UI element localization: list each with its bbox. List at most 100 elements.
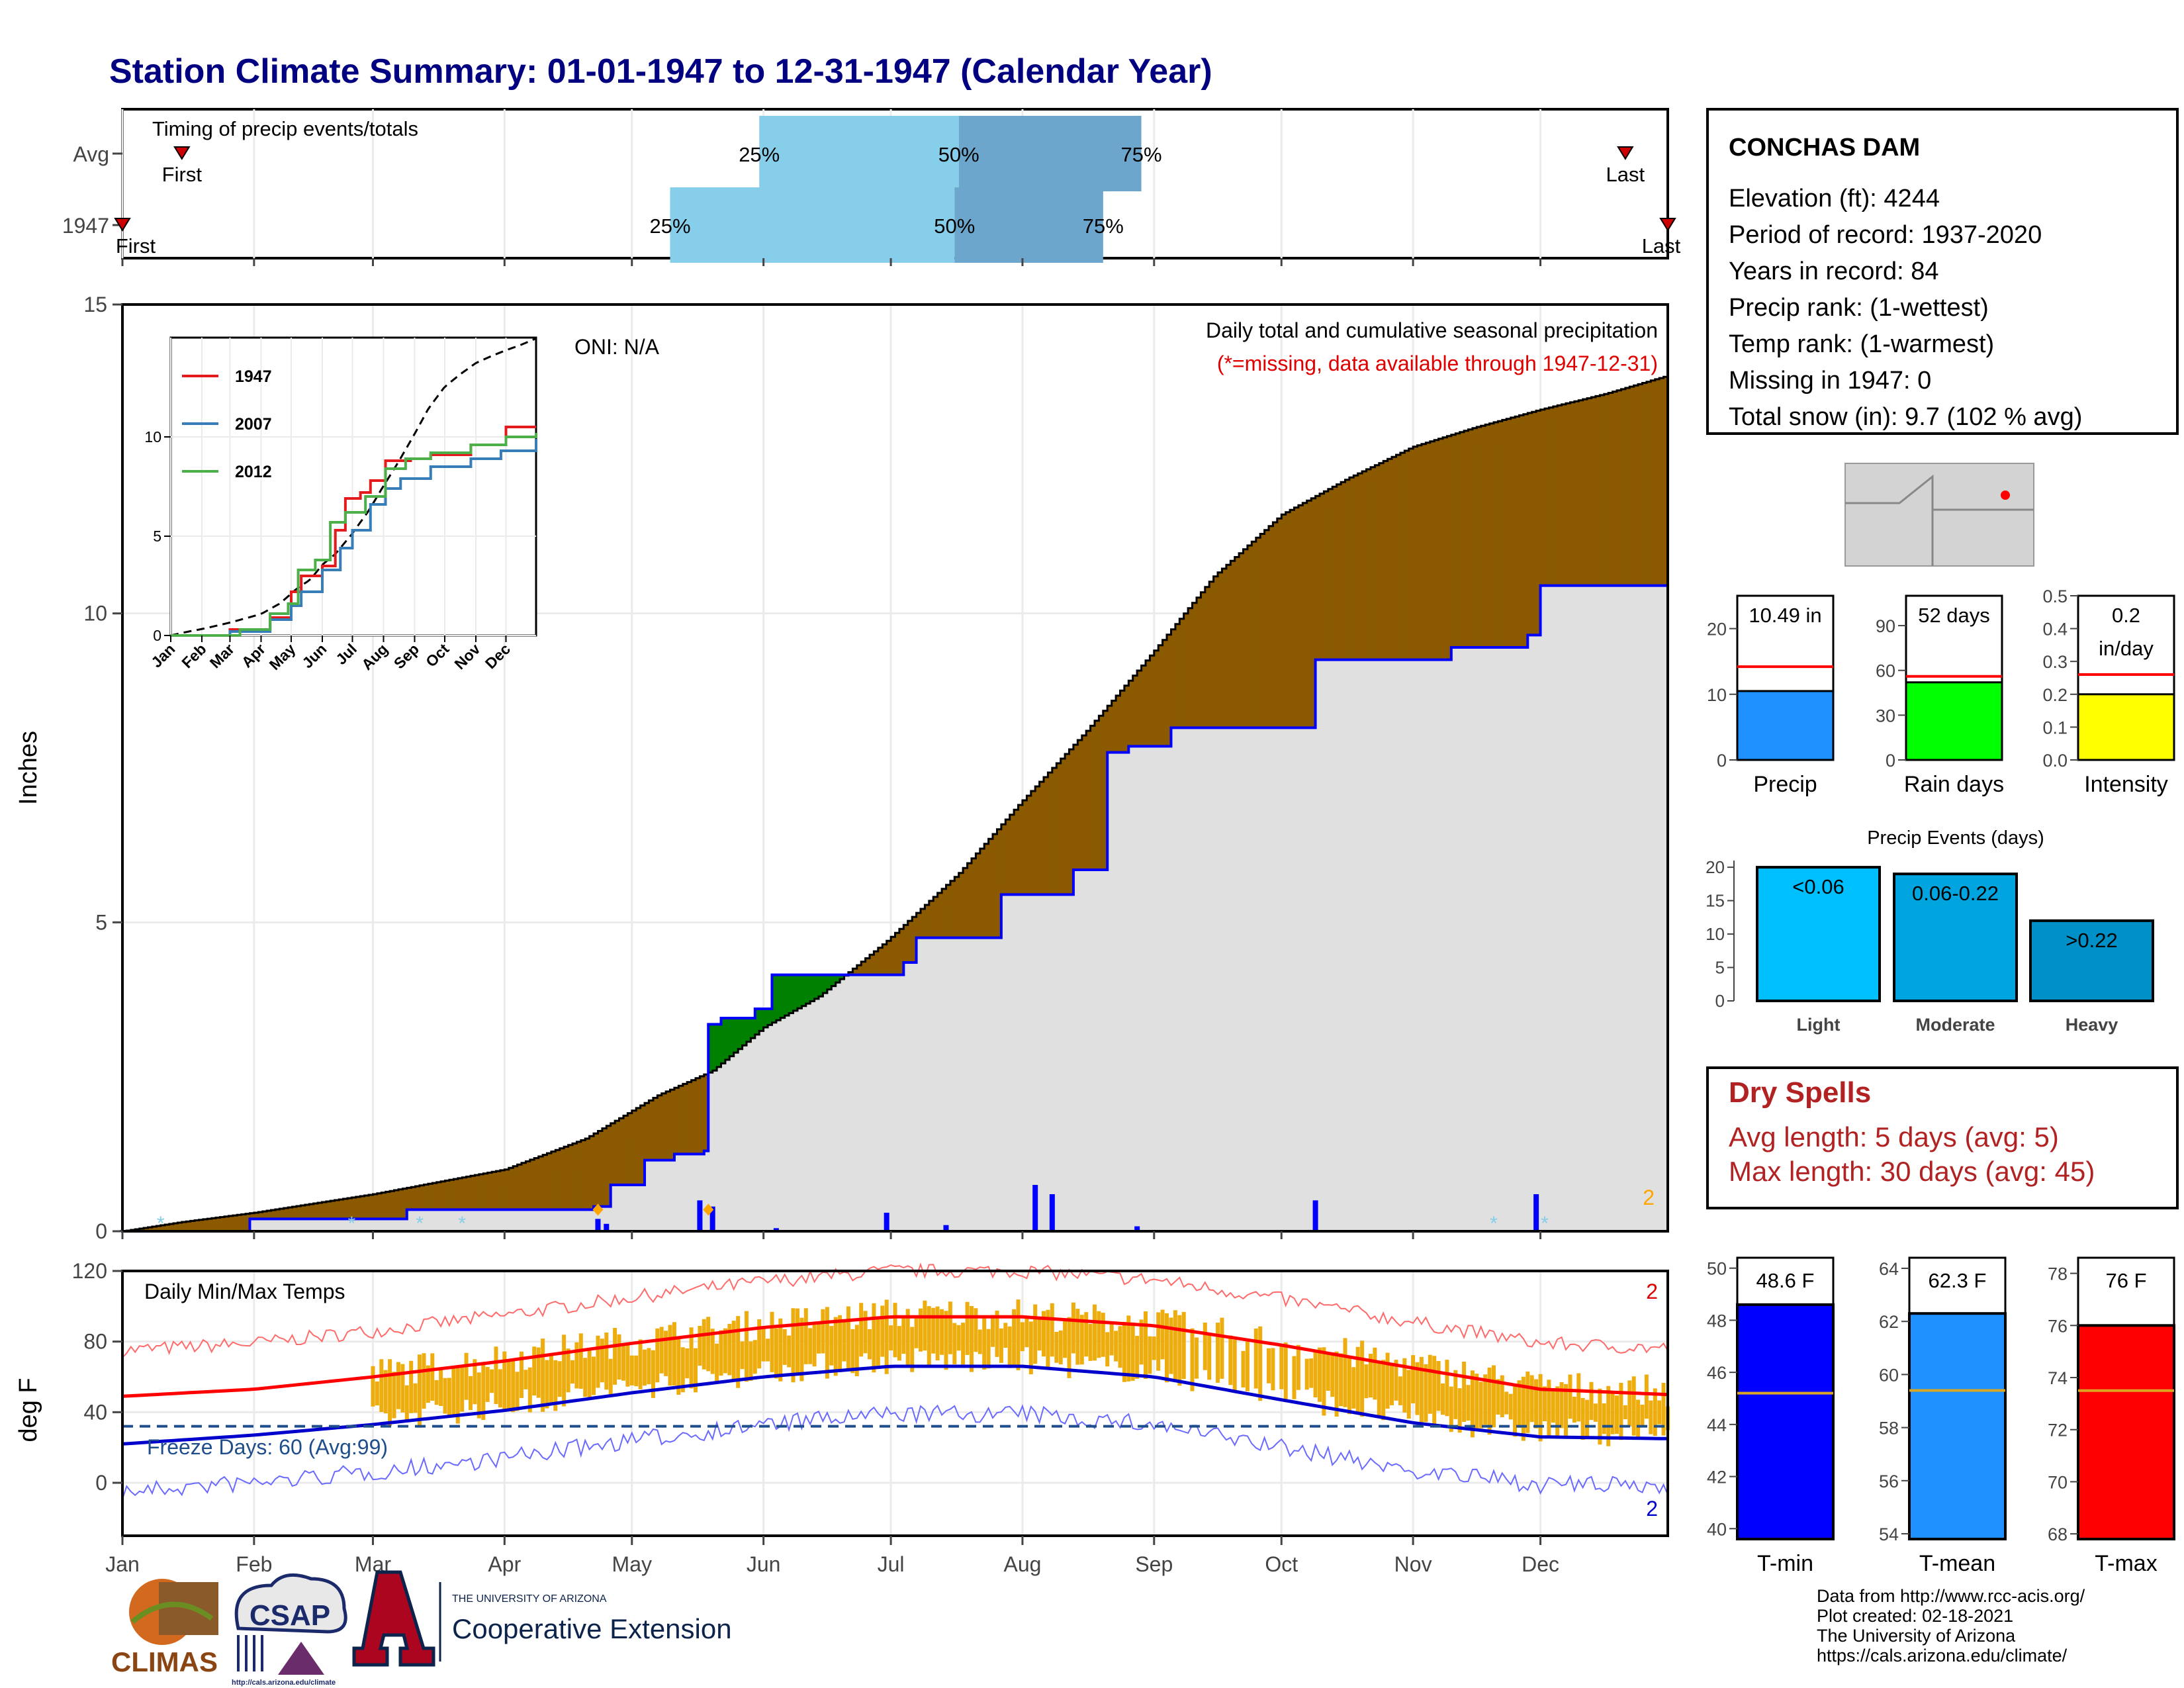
temp-summary-value-label: 62.3 F (1929, 1269, 1987, 1292)
events-category-label: Heavy (2066, 1015, 2118, 1035)
summary-bar-label: Intensity (2084, 772, 2168, 797)
temp-summary-y-tick-label: 60 (1879, 1365, 1899, 1385)
snow-marker: * (458, 1213, 466, 1235)
daily-precip-bar (697, 1200, 703, 1231)
temp-summary-label: T-max (2095, 1551, 2157, 1576)
summary-y-tick-label: 90 (1876, 616, 1895, 636)
daily-precip-bar (1134, 1226, 1140, 1231)
summary-y-tick-label: 0.4 (2042, 620, 2068, 639)
summary-bar (2077, 693, 2175, 761)
month-label: Aug (1003, 1552, 1041, 1576)
summary-value-label: 10.49 in (1749, 604, 1821, 627)
station-info-line: Elevation (ft): 4244 (1729, 185, 1940, 212)
precip-missing-count: 2 (1643, 1186, 1655, 1209)
temp-summary-y-tick-label: 54 (1879, 1524, 1899, 1544)
month-label: May (612, 1552, 652, 1576)
events-y-tick-label: 20 (1706, 857, 1725, 877)
temp-summary-y-tick-label: 42 (1707, 1468, 1727, 1487)
snow-marker: * (416, 1213, 424, 1235)
summary-y-tick-label: 0.1 (2042, 718, 2068, 737)
station-info-line: Missing in 1947: 0 (1729, 367, 1931, 395)
temp-summary-bar (1736, 1303, 1835, 1541)
summary-y-tick-label: 0.3 (2042, 652, 2068, 672)
summary-y-tick-label: 0 (1886, 751, 1895, 771)
record-min-line (122, 1404, 1668, 1499)
events-title: Precip Events (days) (1867, 827, 2044, 849)
temp-y-tick-label: 0 (95, 1471, 107, 1495)
temp-summary-y-tick-label: 56 (1879, 1472, 1899, 1491)
temp-summary-value-label: 76 F (2105, 1269, 2146, 1292)
events-bar (1756, 866, 1881, 1002)
temp-summary-label: T-mean (1919, 1551, 1995, 1576)
university-logo-a (352, 1570, 435, 1667)
daily-precip-bar (595, 1219, 601, 1231)
timing-title: Timing of precip events/totals (152, 117, 418, 140)
csap-logo-rain (237, 1635, 263, 1671)
station-info-line: Years in record: 84 (1729, 258, 1939, 285)
station-name: CONCHAS DAM (1729, 134, 1920, 162)
summary-y-tick-label: 30 (1876, 706, 1895, 726)
precip-y-tick-label: 0 (95, 1219, 107, 1243)
temp-summary-bar (2077, 1324, 2175, 1540)
timing-q50-label: 50% (938, 143, 979, 166)
timing-q25-label: 25% (649, 214, 690, 238)
credit-line: Plot created: 02-18-2021 (1817, 1606, 2013, 1626)
daily-temp-bars (371, 1299, 1670, 1446)
summary-value-label: 0.2 (2112, 604, 2140, 627)
snow-marker: * (1490, 1213, 1498, 1235)
locator-map (1844, 463, 2034, 567)
inset-series-line (171, 433, 537, 637)
precip-y-tick-label: 5 (95, 910, 107, 934)
station-location-dot (2001, 491, 2010, 500)
first-event-label: First (116, 234, 156, 258)
precip-annotation-title: Daily total and cumulative seasonal prec… (1206, 318, 1658, 342)
last-event-label: Last (1606, 163, 1645, 186)
temp-summary-bar (1908, 1312, 2007, 1540)
page-title: Station Climate Summary: 01-01-1947 to 1… (109, 52, 1212, 91)
summary-y-tick-label: 20 (1707, 620, 1727, 639)
precip-annotation-missing: (*=missing, data available through 1947-… (1217, 352, 1658, 375)
daily-precip-bar (709, 1206, 715, 1231)
timing-q75-label: 75% (1121, 143, 1162, 166)
summary-y-tick-label: 0.0 (2042, 751, 2068, 771)
events-y-tick-label: 5 (1715, 958, 1725, 978)
timing-q50-label: 50% (934, 214, 975, 238)
temp-summary-value-label: 48.6 F (1756, 1269, 1815, 1292)
snow-marker: * (1541, 1213, 1549, 1235)
timing-q25-label: 25% (739, 143, 780, 166)
csap-logo-cloud (234, 1573, 347, 1634)
events-bar-value-label: >0.22 (2066, 929, 2117, 952)
timing-row-label: Avg (73, 142, 109, 166)
temp-summary-y-tick-label: 44 (1707, 1415, 1727, 1435)
summary-y-tick-label: 60 (1876, 661, 1895, 681)
climas-logo-swoosh (130, 1601, 214, 1624)
precip-panel-frame (121, 303, 1669, 1233)
daily-precip-bar (884, 1213, 889, 1231)
avg-tmax-line (122, 1315, 1668, 1398)
temp-y-tick-label: 80 (83, 1330, 107, 1354)
daily-precip-bar (943, 1225, 949, 1231)
summary-y-tick-label: 0 (1717, 751, 1727, 771)
precip-y-axis-label: Inches (15, 731, 42, 805)
month-label: Nov (1394, 1552, 1432, 1576)
summary-value-label: 52 days (1918, 604, 1990, 627)
summary-bar (1736, 690, 1835, 761)
inset-y-tick-label: 0 (153, 627, 161, 644)
timing-bar-q25-q50 (759, 116, 959, 191)
csap-logo-text: CSAP (250, 1599, 330, 1632)
first-event-marker (173, 146, 191, 160)
credit-line: https://cals.arizona.edu/climate/ (1817, 1646, 2068, 1665)
summary-bar-label: Rain days (1904, 772, 2004, 797)
timing-bar-q50-q75 (954, 187, 1103, 263)
temp-y-tick-label: 120 (72, 1259, 107, 1283)
last-event-label: Last (1642, 234, 1681, 258)
locator-map-borders (1845, 474, 2034, 566)
timing-row-label: 1947 (62, 214, 109, 238)
events-category-label: Moderate (1915, 1015, 1995, 1035)
daily-precip-bar (604, 1223, 610, 1231)
last-event-marker (1659, 218, 1676, 232)
temp-summary-y-tick-label: 50 (1707, 1259, 1727, 1279)
station-info-line: Period of record: 1937-2020 (1729, 221, 2042, 249)
month-label: Jan (105, 1552, 140, 1576)
events-bar-value-label: 0.06-0.22 (1912, 882, 1999, 905)
